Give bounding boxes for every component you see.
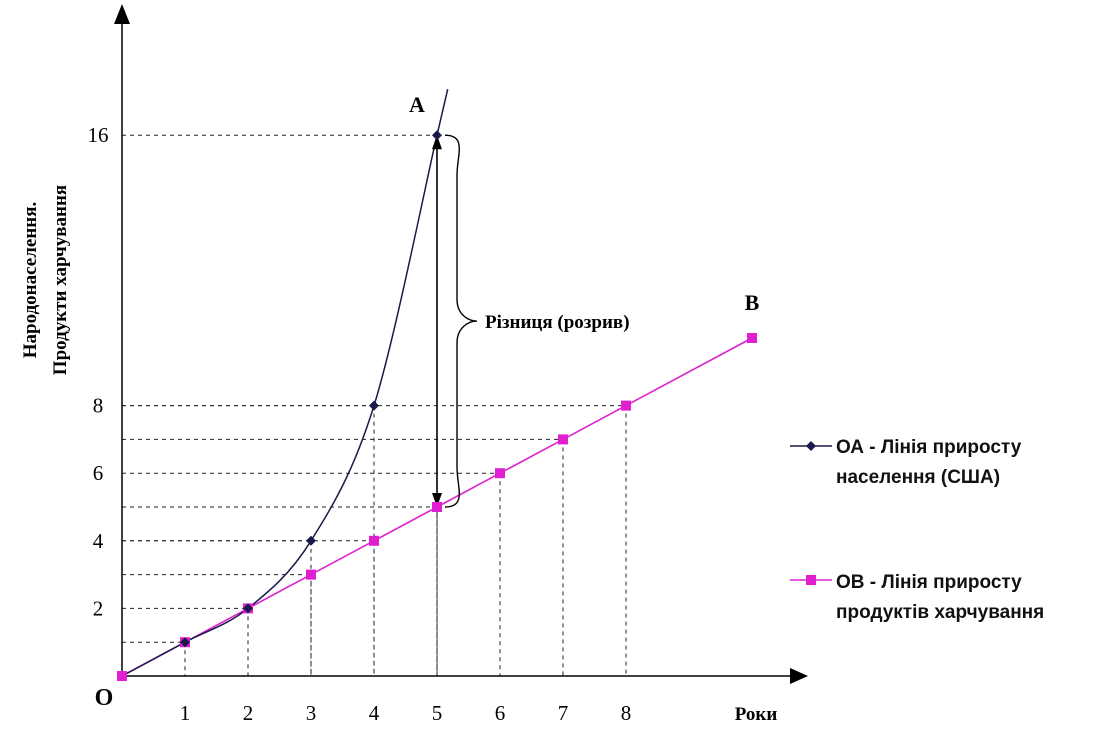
ob-point-6 — [495, 468, 505, 479]
oa-point-4 — [369, 400, 379, 411]
origin-label: O — [95, 685, 114, 711]
ob-point-3 — [306, 569, 316, 580]
y-tick-label-4: 4 — [93, 529, 104, 553]
x-axis-label: Роки — [735, 704, 778, 725]
oa-point-2 — [243, 603, 253, 614]
legend-oa-text-line2: населення (США) — [836, 467, 1000, 488]
x-tick-label-5: 5 — [432, 701, 443, 725]
gap-annotation-text: Різниця (розрив) — [485, 312, 630, 333]
ob-point-5 — [432, 502, 442, 512]
x-tick-label-4: 4 — [369, 701, 380, 725]
x-tick-label-7: 7 — [558, 701, 569, 725]
x-axis-arrow — [790, 668, 808, 684]
legend-item-oa: ОА - Лінія приросту населення (США) — [790, 437, 1022, 488]
ob-point-4 — [369, 535, 379, 546]
x-tick-label-8: 8 — [621, 701, 632, 725]
ob-point-8 — [621, 400, 631, 411]
series-line-ob — [121, 337, 753, 677]
y-tick-label-16: 16 — [88, 123, 109, 147]
oa-point-3 — [306, 535, 316, 546]
x-tick-label-1: 1 — [180, 701, 191, 725]
point-label-a: A — [409, 92, 425, 117]
oa-point-5 — [432, 130, 442, 141]
x-tick-label-6: 6 — [495, 701, 506, 725]
legend-ob-text-line2: продуктів харчування — [836, 602, 1044, 623]
gap-arrow-head-top — [432, 135, 442, 150]
x-tick-label-2: 2 — [243, 701, 254, 725]
ob-point-0 — [117, 671, 127, 681]
y-axis-label-line2: Продукти харчування — [50, 185, 71, 375]
y-tick-label-6: 6 — [93, 461, 104, 485]
y-tick-label-2: 2 — [93, 596, 104, 620]
gap-brace — [444, 134, 478, 508]
oa-point-1 — [180, 637, 190, 648]
legend-ob-marker — [806, 575, 816, 585]
ob-point-10 — [747, 333, 757, 343]
legend-oa-text-line1: ОА - Лінія приросту — [836, 437, 1022, 458]
gap-arrow-head-bottom — [432, 493, 442, 507]
legend-oa-marker — [806, 441, 816, 451]
legend-item-ob: ОВ - Лінія приросту продуктів харчування — [790, 572, 1044, 623]
y-tick-label-8: 8 — [93, 394, 104, 418]
legend: ОА - Лінія приросту населення (США) ОВ -… — [790, 437, 1044, 623]
axes — [114, 4, 808, 684]
point-label-b: B — [745, 290, 760, 315]
ob-point-7 — [558, 434, 568, 445]
legend-ob-text-line1: ОВ - Лінія приросту — [836, 572, 1022, 593]
y-axis-arrow — [114, 4, 130, 24]
x-tick-label-3: 3 — [306, 701, 317, 725]
y-axis-label-line1: Народонаселення. — [20, 202, 41, 358]
